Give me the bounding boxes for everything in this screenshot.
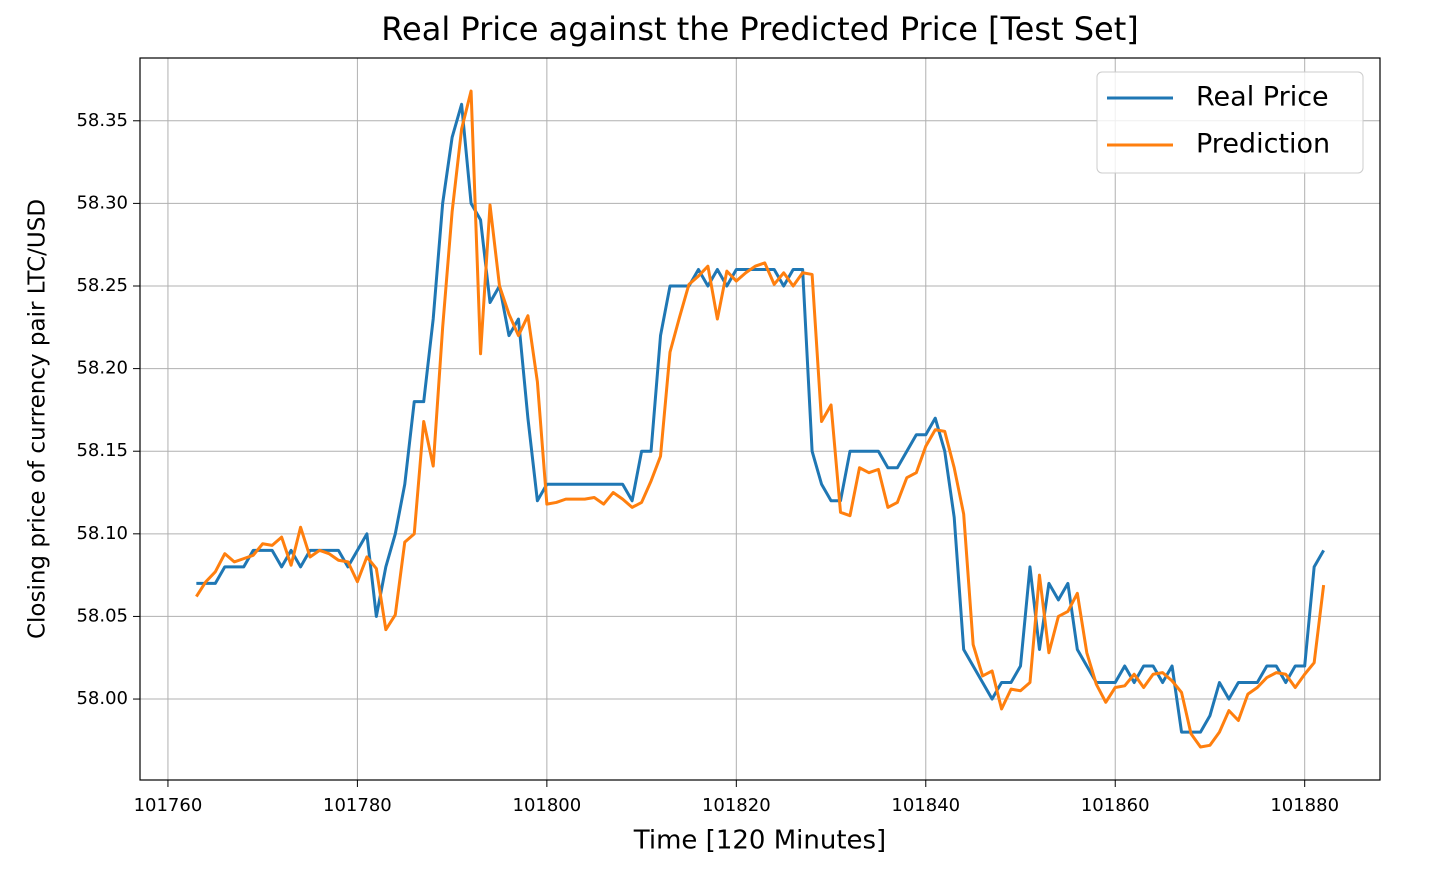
x-tick-label: 101880 <box>1270 795 1339 816</box>
plot-frame <box>139 57 1381 781</box>
x-tick-label: 101820 <box>702 795 771 816</box>
x-tick-label: 101760 <box>134 795 203 816</box>
x-tick-label: 101840 <box>891 795 960 816</box>
line-series <box>195 89 1326 749</box>
legend-label: Real Price <box>1196 82 1329 113</box>
legend: Real Price Prediction <box>1096 71 1364 174</box>
legend-label: Prediction <box>1196 129 1330 160</box>
line-series <box>196 102 1325 734</box>
y-axis-label: Closing price of currency pair LTC/USD <box>25 199 51 639</box>
x-tick-label: 101860 <box>1081 795 1150 816</box>
x-tick-label: 101780 <box>323 795 392 816</box>
chart-title: Real Price against the Predicted Price [… <box>381 10 1139 48</box>
y-tick-label: 58.10 <box>76 523 128 544</box>
x-tick-label: 101800 <box>513 795 582 816</box>
y-tick-label: 58.30 <box>76 192 128 213</box>
y-tick-label: 58.00 <box>76 688 128 709</box>
y-tick-label: 58.05 <box>76 605 128 626</box>
y-tick-label: 58.35 <box>76 110 128 131</box>
y-tick-label: 58.20 <box>76 358 128 379</box>
y-tick-label: 58.25 <box>76 275 128 296</box>
y-tick-label: 58.15 <box>76 440 128 461</box>
x-axis-label: Time [120 Minutes] <box>633 826 886 856</box>
